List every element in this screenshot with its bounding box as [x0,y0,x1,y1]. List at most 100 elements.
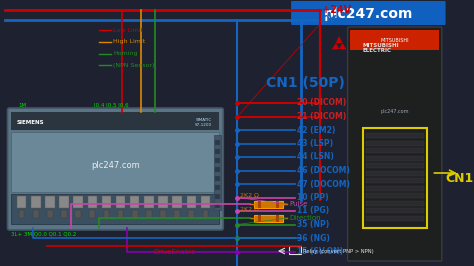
Text: MITSUBISHI
ELECTRIC: MITSUBISHI ELECTRIC [363,43,399,53]
Bar [59,196,69,208]
Text: 36 (NG): 36 (NG) [297,234,329,243]
Bar [215,149,220,154]
Bar [102,196,111,208]
Bar [75,210,81,218]
Bar [365,133,424,138]
Bar [201,196,210,208]
Text: +24V: +24V [322,5,351,15]
Text: Low Limit: Low Limit [113,27,143,32]
Bar [116,196,125,208]
Bar [214,135,221,210]
Text: CN1: CN1 [446,172,474,185]
Text: 42 (EM2): 42 (EM2) [297,126,335,135]
Text: 20 (DICOM): 20 (DICOM) [297,98,346,107]
Bar [160,210,166,218]
Bar [88,196,97,208]
Bar [31,196,40,208]
Text: 15 (SV.ON): 15 (SV.ON) [297,247,343,256]
Bar [365,156,424,160]
Bar [365,178,424,183]
Text: Relay (convert PNP > NPN): Relay (convert PNP > NPN) [303,248,374,253]
Bar [363,128,427,228]
Text: 35 (NP): 35 (NP) [297,220,329,229]
Bar [118,210,123,218]
Bar [90,210,95,218]
Bar [365,185,424,190]
FancyBboxPatch shape [8,108,223,230]
Bar [188,210,194,218]
Text: CN1 (50P): CN1 (50P) [265,76,345,90]
Bar [104,210,109,218]
Bar [215,158,220,163]
FancyBboxPatch shape [347,27,442,261]
Bar [365,148,424,153]
Bar [258,214,261,222]
Bar [276,201,279,207]
Bar [255,201,283,207]
Bar [255,214,283,222]
Bar [146,210,152,218]
Bar [365,208,424,213]
Text: 2K2 Ω: 2K2 Ω [240,207,259,212]
Bar [215,176,220,181]
Text: plc247.com: plc247.com [324,7,413,21]
Bar [132,210,137,218]
Text: (NPN Sensor): (NPN Sensor) [113,63,155,68]
Text: Direction: Direction [289,215,321,221]
Bar [215,140,220,145]
Bar [215,185,220,190]
Text: 3L+ 3M Q0.0 Q0.1 Q0.2: 3L+ 3M Q0.0 Q0.1 Q0.2 [11,232,77,237]
Text: MITSUBISHI: MITSUBISHI [381,38,409,43]
Text: plc247.com: plc247.com [91,160,140,169]
Bar [19,210,25,218]
Bar [61,210,67,218]
Polygon shape [336,36,342,43]
Text: 21 (DICOM): 21 (DICOM) [297,112,346,121]
Bar [289,246,301,254]
Text: plc247.com: plc247.com [381,109,409,114]
Text: 1M: 1M [19,103,27,108]
Bar [11,132,219,192]
FancyBboxPatch shape [291,1,446,25]
Text: DriveEnable: DriveEnable [153,249,195,255]
Bar [365,201,424,206]
Bar [215,167,220,172]
Text: 46 (DOCOM): 46 (DOCOM) [297,166,350,175]
Bar [187,196,196,208]
Text: SIEMENS: SIEMENS [17,119,45,124]
Text: 44 (LSN): 44 (LSN) [297,152,334,161]
Text: 43 (LSP): 43 (LSP) [297,139,333,148]
Bar [365,215,424,221]
Bar [350,30,439,50]
Bar [365,163,424,168]
Bar [158,196,168,208]
Bar [11,194,219,224]
Bar [33,210,38,218]
Text: 11 (PG): 11 (PG) [297,206,329,215]
Bar [276,214,279,222]
Bar [173,196,182,208]
Bar [144,196,154,208]
Text: 10 (PP): 10 (PP) [297,193,328,202]
Text: SIMATIC
S7-1200: SIMATIC S7-1200 [195,118,212,127]
Text: Pulse: Pulse [289,201,308,207]
Bar [258,201,261,207]
Text: High Limit: High Limit [113,39,145,44]
Text: 47 (DOCOM): 47 (DOCOM) [297,180,350,189]
Bar [202,210,208,218]
Text: 0V: 0V [322,15,337,25]
Text: 2K2 Ω: 2K2 Ω [240,193,259,198]
Bar [11,112,219,130]
Bar [365,193,424,198]
Bar [47,210,53,218]
Bar [45,196,55,208]
Bar [365,140,424,146]
Bar [130,196,139,208]
Bar [215,194,220,199]
Text: Homing: Homing [113,52,137,56]
Polygon shape [339,43,346,49]
Bar [17,196,27,208]
Bar [73,196,83,208]
Bar [215,203,220,208]
Polygon shape [332,43,339,49]
